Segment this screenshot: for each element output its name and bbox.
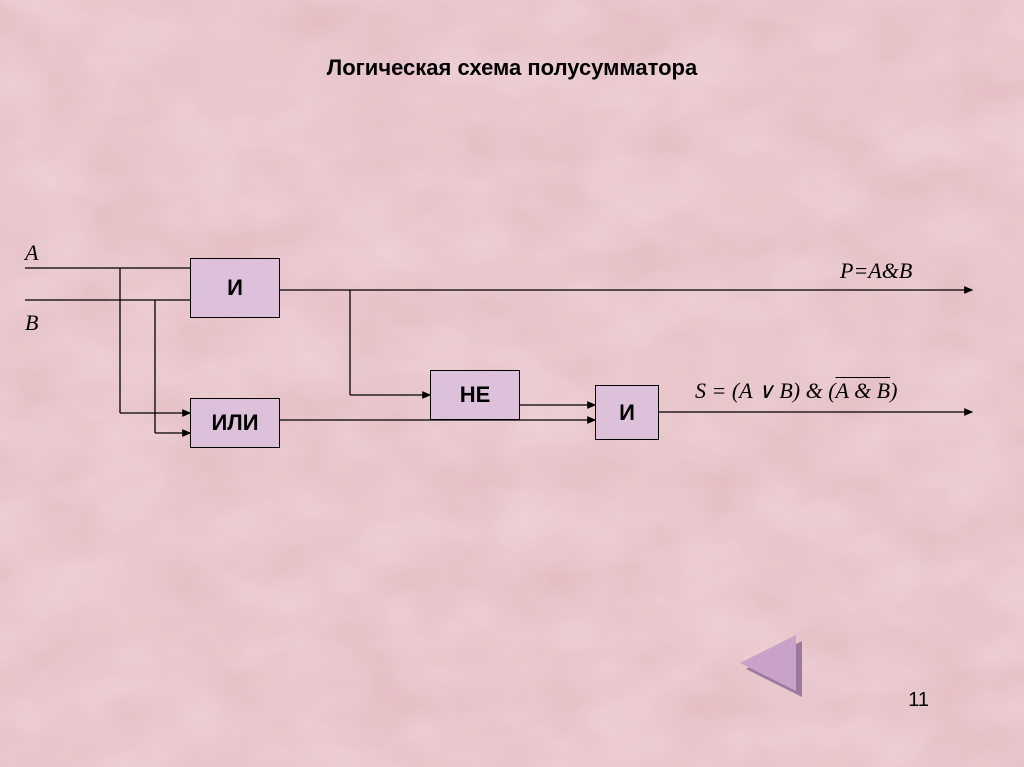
formula-prefix: S = (A ∨ B) & ( — [695, 378, 836, 403]
gate-not: НЕ — [430, 370, 520, 420]
back-button[interactable] — [740, 635, 796, 691]
diagram-title: Логическая схема полусумматора — [0, 55, 1024, 81]
input-label-a: A — [25, 240, 38, 266]
gate-or: ИЛИ — [190, 398, 280, 448]
output-label-p: P=A&B — [840, 258, 912, 284]
input-label-b: B — [25, 310, 38, 336]
formula-overline: A & B — [836, 378, 891, 403]
slide: Логическая схема полусумматора A B И ИЛИ… — [0, 0, 1024, 767]
gate-and-2: И — [595, 385, 659, 440]
gate-and-1: И — [190, 258, 280, 318]
output-label-s: S = (A ∨ B) & (A & B) — [695, 378, 897, 404]
page-number: 11 — [908, 689, 929, 712]
formula-suffix: ) — [890, 378, 897, 403]
